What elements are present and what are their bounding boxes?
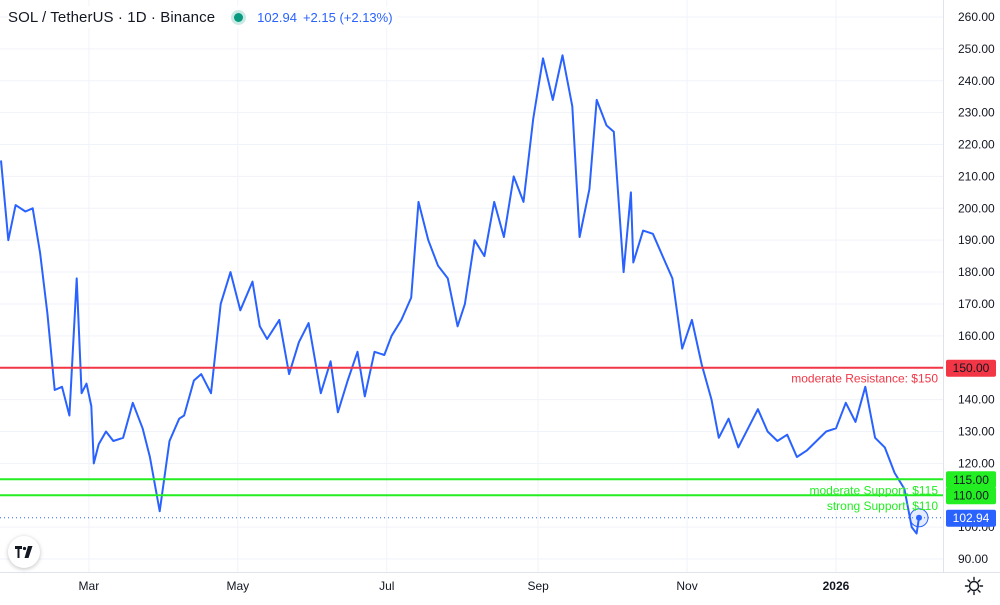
level-price-tag-bg — [946, 471, 996, 489]
level-price-tag-bg — [946, 359, 996, 377]
last-price-tag-bg — [946, 509, 996, 527]
y-tick-label: 190.00 — [958, 233, 995, 247]
level-price-tag-text: 110.00 — [953, 489, 989, 503]
last-price-tag-text: 102.94 — [953, 511, 990, 525]
last-price-tag: 102.94 — [946, 509, 996, 527]
y-tick-label: 220.00 — [958, 138, 995, 152]
symbol-header: SOL / TetherUS · 1D · Binance 102.94 +2.… — [8, 6, 397, 28]
level-price-tag-text: 115.00 — [953, 473, 989, 487]
y-tick-label: 260.00 — [958, 10, 995, 24]
level-price-tag: 110.00 — [946, 487, 996, 505]
price-series-line[interactable] — [0, 54, 920, 535]
y-tick-label: 160.00 — [958, 329, 995, 343]
level-label: strong Support: $110 — [827, 499, 939, 513]
x-tick-label: Jul — [379, 579, 394, 593]
y-tick-label: 200.00 — [958, 201, 995, 215]
level-label: moderate Resistance: $150 — [791, 372, 938, 386]
y-tick-label: 130.00 — [958, 424, 995, 438]
x-tick-label: 2026 — [823, 579, 850, 593]
y-tick-label: 210.00 — [958, 169, 995, 183]
y-tick-label: 90.00 — [958, 552, 988, 566]
level-price-tag: 115.00 — [946, 471, 996, 489]
price-change: +2.15 (+2.13%) — [302, 9, 393, 25]
level-price-tag-bg — [946, 487, 996, 505]
symbol-title[interactable]: SOL / TetherUS · 1D · Binance — [8, 8, 216, 26]
y-tick-label: 230.00 — [958, 106, 995, 120]
x-tick-label: Mar — [79, 579, 100, 593]
last-price: 102.94 — [257, 9, 297, 25]
x-tick-label: May — [226, 579, 249, 593]
last-price-marker — [916, 514, 922, 521]
y-tick-label: 120.00 — [958, 456, 995, 470]
x-tick-label: Sep — [527, 579, 549, 593]
level-label: moderate Support: $115 — [809, 483, 938, 497]
y-tick-label: 170.00 — [958, 297, 995, 311]
y-tick-label: 240.00 — [958, 74, 995, 88]
y-tick-label: 250.00 — [958, 42, 995, 56]
x-tick-label: Nov — [676, 579, 697, 593]
gear-icon[interactable] — [964, 576, 984, 596]
y-tick-label: 180.00 — [958, 265, 995, 279]
level-price-tag: 150.00 — [946, 359, 996, 377]
y-tick-label: 140.00 — [958, 393, 995, 407]
level-price-tag-text: 150.00 — [953, 361, 990, 375]
tradingview-logo-icon[interactable] — [8, 536, 40, 568]
market-status-dot-icon — [234, 12, 244, 22]
